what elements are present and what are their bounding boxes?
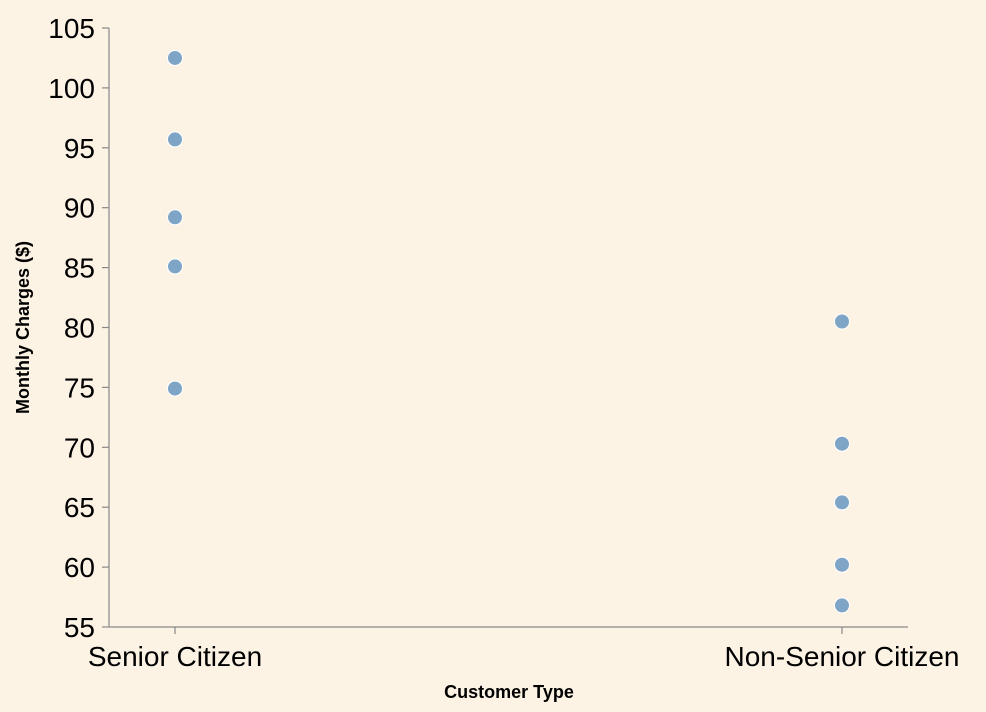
data-point: [834, 435, 850, 452]
y-tick-label: 55: [64, 612, 95, 643]
x-axis-title: Customer Type: [444, 682, 574, 702]
data-point: [834, 556, 850, 573]
y-tick-label: 65: [64, 492, 95, 523]
y-tick-label: 95: [64, 133, 95, 164]
data-point: [167, 209, 183, 226]
data-point: [834, 313, 850, 330]
y-tick-label: 105: [48, 13, 95, 44]
x-axis: Senior Citizen Non-Senior Citizen: [88, 626, 960, 672]
data-point: [167, 380, 183, 397]
data-point: [167, 49, 183, 66]
data-points: [167, 49, 850, 614]
y-tick-label: 100: [48, 73, 95, 104]
y-tick-label: 85: [64, 253, 95, 284]
data-point: [167, 131, 183, 148]
y-tick-label: 70: [64, 432, 95, 463]
data-point: [167, 258, 183, 275]
x-tick-label: Senior Citizen: [88, 641, 262, 672]
y-tick-label: 60: [64, 552, 95, 583]
data-point: [834, 494, 850, 511]
y-axis: 55 60 65 70 75 80 85 90 95 100 105: [48, 13, 110, 643]
x-tick-label: Non-Senior Citizen: [725, 641, 960, 672]
y-tick-label: 75: [64, 372, 95, 403]
data-point: [834, 597, 850, 614]
y-tick-label: 80: [64, 313, 95, 344]
y-tick-label: 90: [64, 193, 95, 224]
y-axis-title: Monthly Charges ($): [13, 241, 33, 414]
